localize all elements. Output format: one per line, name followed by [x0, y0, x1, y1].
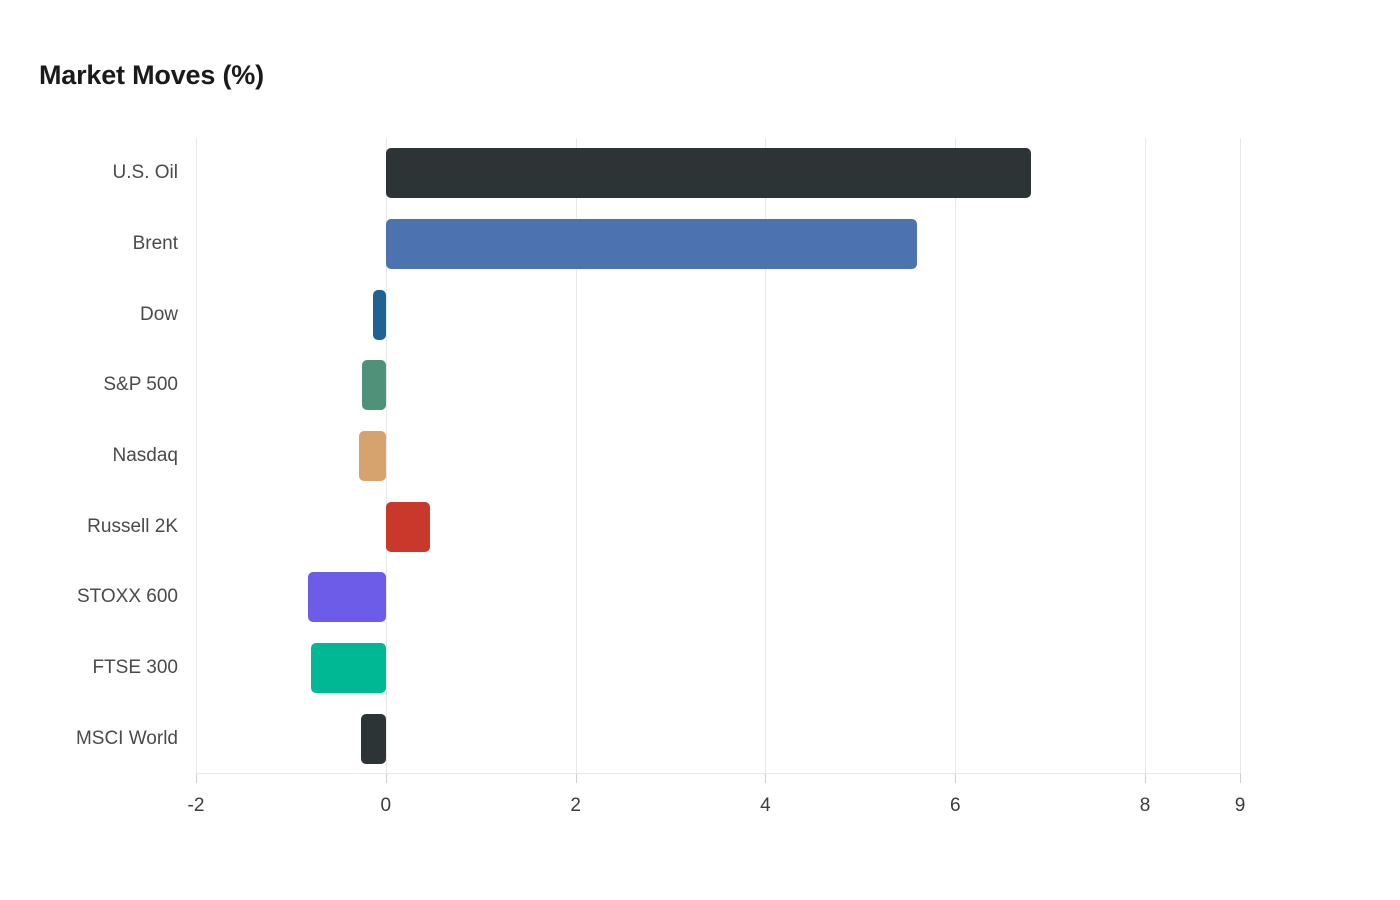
bar-value-label: -0.13	[330, 304, 370, 324]
bar[interactable]	[385, 219, 918, 269]
x-tick-label: 2	[570, 795, 581, 816]
bar-value-label: 5.6	[921, 234, 945, 253]
y-axis-category-label: FTSE 300	[92, 657, 178, 678]
bar[interactable]	[310, 643, 386, 693]
y-axis-category-label: Russell 2K	[87, 515, 178, 537]
bar-value-label: -0.25	[319, 375, 359, 395]
x-gridline	[385, 138, 387, 774]
x-gridline	[765, 138, 767, 774]
x-tick-label: 9	[1234, 795, 1246, 816]
x-gridline	[955, 138, 957, 774]
x-tick-label: 6	[949, 795, 961, 816]
y-axis-category-label: Dow	[139, 303, 178, 325]
x-tick-mark	[765, 774, 767, 783]
x-tick-mark	[385, 774, 387, 783]
y-axis-category-label: U.S. Oil	[112, 162, 178, 184]
x-tick-label: 8	[1139, 795, 1151, 816]
y-axis-category-label: Nasdaq	[112, 445, 179, 466]
bar-value-label: -0.82	[265, 587, 304, 607]
x-gridline	[1240, 138, 1241, 774]
bar-value-label: 0.47	[434, 516, 468, 536]
x-tick-mark	[1240, 774, 1241, 783]
bar[interactable]	[359, 431, 386, 481]
x-axis-line	[196, 773, 1240, 774]
x-tick-mark	[575, 774, 577, 783]
x-tick-label: 4	[760, 795, 771, 816]
bar[interactable]	[373, 289, 386, 340]
x-gridline	[196, 138, 197, 774]
bar[interactable]	[307, 572, 386, 623]
x-tick-mark	[1145, 774, 1147, 783]
plot-area: -2 0 2 4 6 8 9 6.8 5.6 -0.13 -0.25 -0.28 0.47 -0.82 -0…	[188, 138, 1245, 816]
y-axis-category-label: STOXX 600	[76, 586, 178, 608]
y-axis-category-label: Brent	[132, 233, 178, 254]
bar[interactable]	[385, 148, 1032, 199]
y-axis-category-label: MSCI World	[75, 727, 178, 749]
y-axis-category-label: S&P 500	[103, 374, 178, 396]
x-tick-mark	[196, 774, 197, 783]
x-tick-label: -2	[187, 795, 205, 816]
x-tick-mark	[955, 774, 957, 783]
x-tick-label: 0	[380, 795, 392, 816]
chart-title: Market Moves (%)	[39, 60, 264, 90]
x-gridline	[1145, 138, 1147, 774]
bar-value-label: -0.26	[318, 728, 358, 748]
x-gridline	[575, 138, 577, 774]
bar-value-label: -0.28	[316, 446, 356, 465]
bar-value-label: -0.79	[268, 658, 307, 677]
bar[interactable]	[385, 501, 431, 552]
bar[interactable]	[362, 360, 386, 411]
bar[interactable]	[361, 713, 386, 764]
bar-value-label: 6.8	[1035, 163, 1059, 183]
